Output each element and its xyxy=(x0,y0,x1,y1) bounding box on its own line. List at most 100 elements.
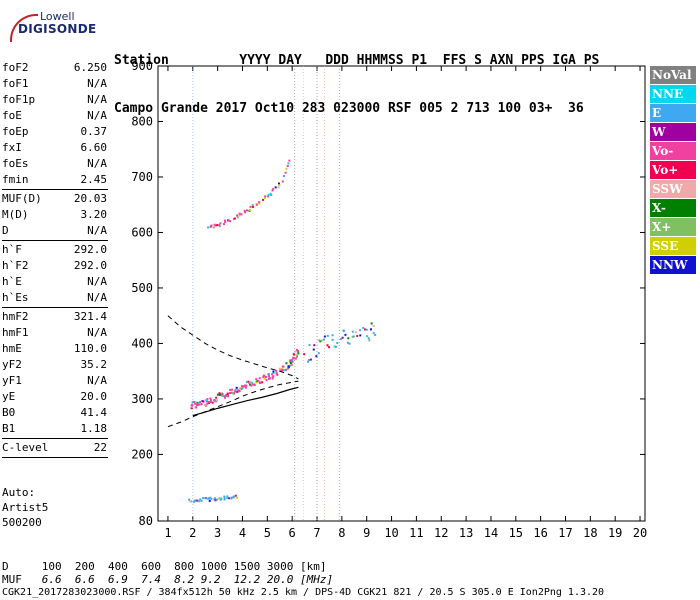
echo-point xyxy=(339,338,342,341)
autoscaling-line-2: Artist5 xyxy=(2,501,49,514)
echo-point xyxy=(224,219,227,222)
echo-point xyxy=(191,403,194,406)
autoscaling-line-1: Auto: xyxy=(2,486,36,499)
header-values-row: Campo Grande 2017 Oct10 283 023000 RSF 0… xyxy=(114,101,599,117)
echo-point xyxy=(200,403,203,406)
echo-point xyxy=(188,498,191,501)
echo-point xyxy=(223,495,226,498)
echo-point xyxy=(231,392,234,395)
echo-point xyxy=(290,363,293,366)
echo-point xyxy=(264,195,267,198)
echo-point xyxy=(228,220,231,223)
param-value: N/A xyxy=(87,157,107,170)
echo-point xyxy=(364,328,367,331)
echo-point xyxy=(216,498,219,501)
header-value-ddd: 283 xyxy=(301,101,326,116)
echo-point xyxy=(319,340,322,343)
x-tick-label: 8 xyxy=(338,526,345,540)
echo-point xyxy=(264,376,267,379)
dashed-curve-high xyxy=(167,315,299,380)
echo-point xyxy=(205,400,208,403)
echo-point xyxy=(218,393,221,396)
echo-point xyxy=(193,400,196,403)
echo-point xyxy=(213,399,216,402)
echo-point xyxy=(252,205,255,208)
param-value: 0.37 xyxy=(80,125,108,138)
echo-point xyxy=(272,188,275,191)
header-label-s: S xyxy=(474,53,482,68)
echo-point xyxy=(218,224,221,227)
echo-point xyxy=(263,377,266,380)
echo-point xyxy=(269,192,272,195)
echo-point xyxy=(289,364,292,367)
echo-point xyxy=(196,401,199,404)
header-label-iga: IGA xyxy=(552,53,576,68)
echo-point xyxy=(369,328,372,331)
echo-point xyxy=(210,498,213,501)
header-label-p1: P1 xyxy=(411,53,428,68)
echo-point xyxy=(359,334,362,337)
x-tick-label: 20 xyxy=(633,526,647,540)
param-value: N/A xyxy=(87,109,107,122)
param-value: N/A xyxy=(87,93,107,106)
param-name: MUF(D) xyxy=(2,192,42,205)
echo-point xyxy=(295,355,298,358)
echo-point xyxy=(323,335,326,338)
echo-point xyxy=(259,381,262,384)
echo-point xyxy=(295,348,298,351)
x-tick-label: 18 xyxy=(583,526,597,540)
param-value: 3.20 xyxy=(80,208,108,221)
echo-point xyxy=(250,384,253,387)
echo-point xyxy=(244,386,247,389)
digisonde-logo: Lowell DIGISONDE xyxy=(6,8,96,42)
echo-point xyxy=(313,344,316,347)
echo-point xyxy=(279,369,282,372)
header-value-iga: 03+ xyxy=(528,101,553,116)
header-value-ffs: 005 xyxy=(419,101,443,116)
echo-point xyxy=(226,392,229,395)
echo-point xyxy=(243,384,246,387)
echo-point xyxy=(214,224,217,227)
echo-point xyxy=(203,403,206,406)
echo-point xyxy=(236,390,239,393)
echo-point xyxy=(238,214,241,217)
echo-point xyxy=(219,497,222,500)
y-tick-label: 700 xyxy=(131,170,153,184)
echo-point xyxy=(277,186,280,189)
param-row: B1 1.18 xyxy=(0,421,112,437)
echo-point xyxy=(214,400,217,403)
echo-point xyxy=(228,497,231,500)
echo-point xyxy=(265,379,268,382)
echo-point xyxy=(208,499,211,502)
x-tick-label: 2 xyxy=(189,526,196,540)
echo-point xyxy=(268,375,271,378)
autoscaling-line-3: 500200 xyxy=(2,516,42,529)
echo-point xyxy=(270,194,273,197)
echo-point xyxy=(258,202,261,205)
param-row: yE 20.0 xyxy=(0,389,112,405)
echo-point xyxy=(223,498,226,501)
param-name: h`F xyxy=(2,243,22,256)
y-tick-label: 500 xyxy=(131,281,153,295)
echo-point xyxy=(252,383,255,386)
param-value: N/A xyxy=(87,374,107,387)
header-label-pps: PPS xyxy=(521,53,545,68)
param-row: foE N/A xyxy=(0,108,112,124)
echo-point xyxy=(193,499,196,502)
echo-point xyxy=(209,496,212,499)
echo-point xyxy=(365,328,368,331)
echo-point xyxy=(287,162,290,165)
x-tick-label: 19 xyxy=(608,526,622,540)
echo-point xyxy=(309,358,312,361)
legend-item-sse: SSE xyxy=(650,237,696,255)
echo-point xyxy=(211,401,214,404)
echo-point xyxy=(320,339,323,342)
header-label-day: DAY xyxy=(278,53,302,68)
param-name: h`F2 xyxy=(2,259,29,272)
header-label-station: Station xyxy=(114,53,169,68)
echo-point xyxy=(199,401,202,404)
param-row: D N/A xyxy=(0,223,112,239)
param-value: N/A xyxy=(87,275,107,288)
echo-point xyxy=(189,500,192,503)
x-tick-label: 11 xyxy=(409,526,423,540)
